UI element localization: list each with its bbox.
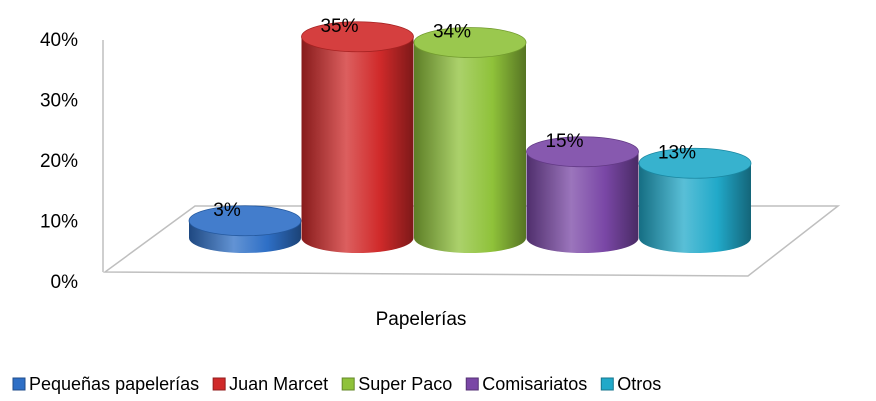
y-tick-label: 40% — [40, 30, 78, 51]
legend-label: Comisariatos — [482, 374, 587, 394]
bar-top — [638, 147, 752, 179]
bar-top — [526, 136, 639, 168]
bar — [301, 36, 414, 254]
bar — [414, 42, 526, 253]
bar-top — [413, 27, 527, 58]
y-tick-label: 20% — [40, 151, 78, 172]
legend-swatch — [341, 377, 355, 391]
category-label: Papelerías — [376, 309, 467, 330]
legend-label: Otros — [617, 374, 661, 394]
value-label: 15% — [545, 131, 583, 152]
bar — [639, 163, 751, 253]
legend-swatch — [212, 377, 226, 391]
bar-top — [188, 205, 302, 237]
floor — [102, 205, 841, 277]
value-label: 3% — [213, 200, 241, 221]
legend-swatch — [465, 377, 479, 391]
value-label: 35% — [320, 16, 358, 37]
y-tick-label: 0% — [51, 272, 79, 293]
bar-top — [301, 21, 414, 53]
legend-swatch — [12, 377, 26, 391]
legend-label: Pequeñas papelerías — [29, 374, 199, 394]
value-label: 34% — [433, 22, 471, 43]
legend-label: Super Paco — [358, 374, 452, 394]
bar — [526, 151, 639, 254]
y-tick-label: 30% — [40, 91, 78, 112]
legend-swatch — [600, 377, 614, 391]
y-tick-label: 10% — [40, 212, 78, 233]
value-label: 13% — [658, 142, 696, 163]
legend-label: Juan Marcet — [229, 374, 328, 394]
